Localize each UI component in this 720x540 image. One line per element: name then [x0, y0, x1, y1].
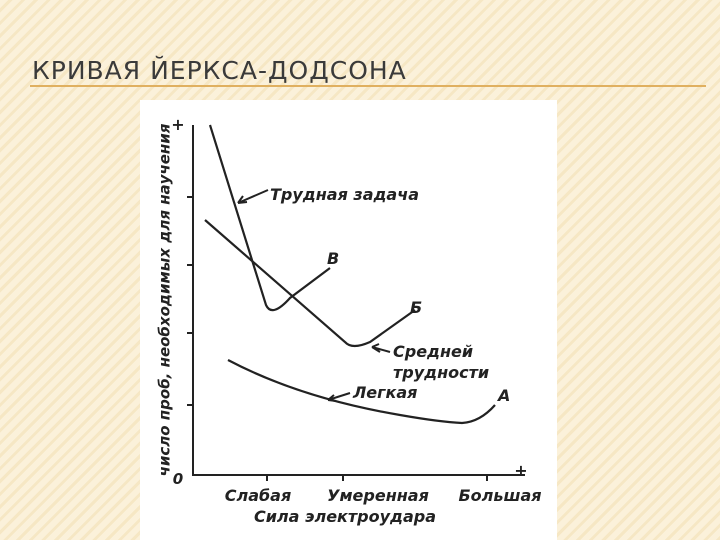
curve-easy: [227, 359, 496, 425]
slide-title: КРИВАЯ ЙЕРКСА-ДОДСОНА: [32, 56, 407, 85]
y-axis-top: +: [171, 115, 184, 134]
arrow-hard: [237, 189, 269, 204]
x-axis-label: Сила электроудара: [254, 507, 436, 526]
curve-medium: [204, 219, 416, 348]
x-axis-end: +: [514, 461, 527, 480]
title-rule: [30, 85, 706, 87]
curve-letter: В: [327, 249, 339, 268]
origin-label: 0: [173, 470, 183, 488]
curve-letter: А: [496, 386, 510, 405]
figure-background: [140, 100, 557, 540]
axis-ticks: [187, 196, 488, 481]
curve-hard: [208, 124, 331, 312]
curve-letter: Б: [410, 298, 422, 317]
curve-label: Легкая: [352, 383, 417, 402]
y-axis-label: число проб, необходимых для научения: [156, 123, 174, 476]
x-category: Большая: [458, 486, 541, 505]
x-category: Слабая: [225, 486, 292, 505]
curve-label: трудности: [393, 363, 489, 382]
axes: [192, 125, 525, 476]
arrow-medium: [371, 343, 391, 353]
curve-label: Средней: [393, 342, 473, 361]
arrow-easy: [327, 392, 351, 402]
curve-label: Трудная задача: [270, 185, 419, 204]
x-category: Умеренная: [327, 486, 429, 505]
